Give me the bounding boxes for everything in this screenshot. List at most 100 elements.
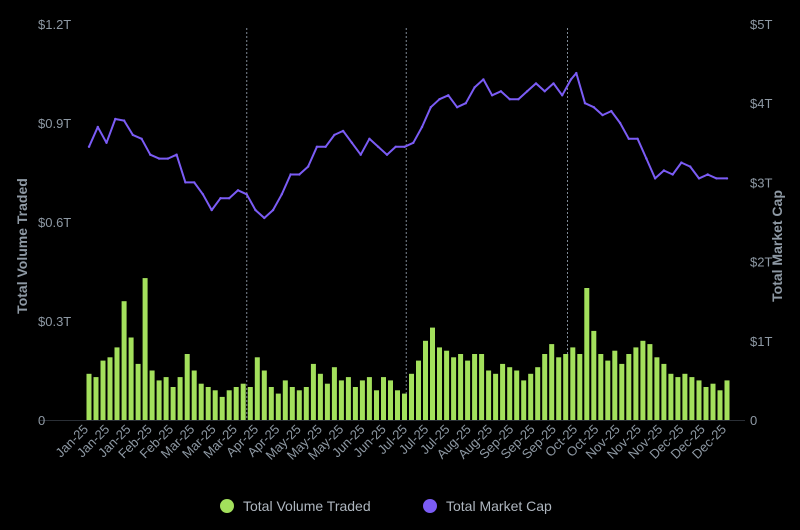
market-cap-point[interactable] — [149, 153, 152, 156]
volume-bar[interactable] — [507, 367, 513, 420]
volume-bar[interactable] — [451, 357, 457, 420]
volume-bar[interactable] — [409, 373, 414, 420]
volume-bar[interactable] — [717, 390, 723, 420]
volume-bar[interactable] — [633, 347, 639, 420]
volume-bar[interactable] — [184, 354, 190, 420]
volume-bar[interactable] — [612, 350, 618, 420]
market-cap-point[interactable] — [601, 113, 604, 117]
market-cap-point[interactable] — [219, 197, 222, 200]
market-cap-point[interactable] — [394, 145, 397, 148]
volume-bar[interactable] — [170, 387, 176, 420]
volume-bar[interactable] — [689, 377, 695, 420]
volume-bar[interactable] — [198, 383, 204, 420]
volume-bar[interactable] — [100, 360, 106, 420]
volume-bar[interactable] — [374, 390, 379, 420]
volume-bar[interactable] — [556, 357, 562, 420]
volume-bar[interactable] — [86, 373, 92, 420]
volume-bar[interactable] — [563, 354, 569, 420]
volume-bar[interactable] — [500, 363, 506, 420]
market-cap-point[interactable] — [645, 157, 648, 160]
market-cap-point[interactable] — [552, 82, 555, 85]
volume-bar[interactable] — [542, 354, 548, 420]
market-cap-point[interactable] — [87, 145, 91, 148]
volume-bar[interactable] — [381, 377, 386, 420]
market-cap-point[interactable] — [420, 125, 424, 129]
market-cap-point[interactable] — [715, 177, 718, 180]
market-cap-point[interactable] — [438, 98, 441, 101]
market-cap-point[interactable] — [263, 216, 266, 220]
volume-bar[interactable] — [696, 380, 702, 420]
market-cap-point[interactable] — [561, 94, 564, 97]
market-cap-point[interactable] — [618, 121, 622, 125]
volume-bar[interactable] — [191, 370, 197, 421]
market-cap-point[interactable] — [96, 125, 100, 129]
market-cap-point[interactable] — [114, 117, 117, 121]
market-cap-point[interactable] — [447, 94, 450, 97]
volume-bar[interactable] — [205, 387, 211, 420]
market-cap-point[interactable] — [131, 133, 134, 137]
volume-bar[interactable] — [317, 373, 323, 420]
volume-bar[interactable] — [268, 387, 274, 420]
volume-bar[interactable] — [724, 380, 730, 420]
volume-bar[interactable] — [675, 377, 681, 420]
market-cap-point[interactable] — [368, 137, 371, 140]
volume-bar[interactable] — [114, 347, 120, 420]
volume-bar[interactable] — [465, 360, 471, 420]
volume-bar[interactable] — [591, 330, 597, 420]
volume-bar[interactable] — [359, 380, 365, 420]
market-cap-point[interactable] — [140, 137, 143, 140]
legend-item-volume[interactable]: Total Volume Traded — [220, 498, 371, 514]
legend-item-market-cap[interactable]: Total Market Cap — [423, 498, 552, 514]
volume-bar[interactable] — [156, 380, 162, 420]
market-cap-point[interactable] — [385, 153, 389, 156]
market-cap-point[interactable] — [697, 177, 701, 180]
volume-bar[interactable] — [402, 393, 407, 420]
market-cap-point[interactable] — [569, 78, 573, 81]
volume-bar[interactable] — [458, 354, 464, 420]
volume-bar[interactable] — [444, 350, 450, 420]
market-cap-point[interactable] — [122, 119, 126, 122]
volume-bar[interactable] — [275, 393, 281, 420]
volume-bar[interactable] — [254, 357, 260, 420]
market-cap-point[interactable] — [210, 208, 213, 212]
market-cap-point[interactable] — [245, 193, 248, 196]
volume-bar[interactable] — [430, 327, 435, 420]
volume-bar[interactable] — [135, 363, 141, 420]
market-cap-point[interactable] — [662, 169, 666, 172]
volume-bar[interactable] — [647, 344, 653, 420]
volume-bar[interactable] — [163, 377, 169, 420]
volume-bar[interactable] — [388, 380, 393, 420]
market-cap-point[interactable] — [105, 141, 108, 144]
volume-bar[interactable] — [177, 377, 183, 420]
volume-bar[interactable] — [296, 390, 302, 420]
market-cap-point[interactable] — [636, 137, 639, 140]
market-cap-point[interactable] — [455, 106, 459, 109]
volume-bar[interactable] — [352, 387, 358, 420]
market-cap-point[interactable] — [324, 145, 327, 148]
volume-bar[interactable] — [521, 380, 527, 420]
volume-bar[interactable] — [149, 370, 155, 421]
volume-bar[interactable] — [107, 357, 113, 420]
market-cap-point[interactable] — [228, 197, 231, 200]
volume-bar[interactable] — [331, 367, 337, 420]
volume-bar[interactable] — [345, 377, 351, 420]
market-cap-point[interactable] — [315, 145, 319, 148]
volume-bar[interactable] — [142, 278, 148, 420]
market-cap-point[interactable] — [184, 181, 187, 184]
market-cap-point[interactable] — [671, 173, 674, 176]
market-cap-point[interactable] — [689, 165, 692, 168]
volume-bar[interactable] — [437, 347, 442, 420]
volume-bar[interactable] — [338, 380, 344, 420]
market-cap-point[interactable] — [575, 71, 578, 75]
volume-bar[interactable] — [261, 370, 267, 421]
volume-bar[interactable] — [682, 373, 688, 420]
volume-bar[interactable] — [514, 370, 520, 421]
volume-bar[interactable] — [528, 373, 534, 420]
market-cap-point[interactable] — [526, 90, 529, 93]
volume-bar[interactable] — [324, 383, 330, 420]
market-cap-point[interactable] — [359, 153, 362, 156]
market-cap-point[interactable] — [157, 157, 161, 160]
volume-bar[interactable] — [584, 288, 590, 420]
volume-bar[interactable] — [661, 363, 667, 420]
market-cap-point[interactable] — [653, 177, 657, 180]
